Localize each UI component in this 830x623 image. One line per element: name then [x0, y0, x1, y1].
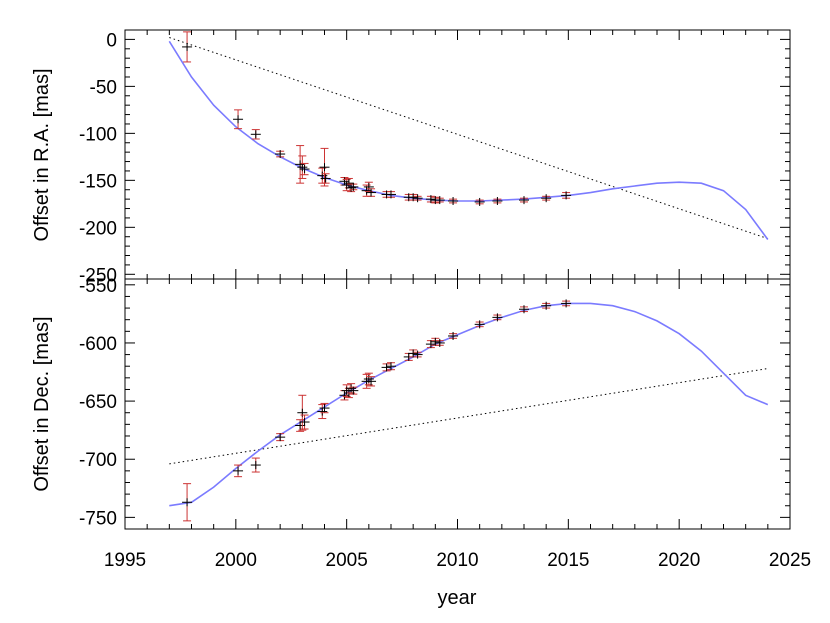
ra-y-tick-label: -100 — [79, 124, 117, 145]
dec-y-tick-label: -650 — [79, 392, 117, 413]
dec-data-point — [182, 483, 193, 522]
x-tick-label: 2020 — [658, 550, 700, 571]
dec-model-curve — [169, 302, 769, 507]
ra-data-point — [434, 196, 445, 205]
dec-data-point — [448, 331, 459, 340]
dec-data-point — [319, 402, 330, 414]
dec-panel-frame — [124, 278, 791, 530]
ra-y-tick-label: 0 — [106, 30, 117, 51]
ra-data-point — [363, 181, 374, 193]
ra-data-point — [519, 196, 529, 205]
dec-y-tick-label: -750 — [79, 508, 117, 529]
dec-data-points — [182, 299, 572, 522]
dec-data-point — [275, 433, 286, 442]
dec-data-point — [408, 349, 419, 358]
ra-y-tick-label: -150 — [79, 171, 117, 192]
dec-data-point — [297, 394, 308, 431]
ra-data-point — [348, 182, 359, 191]
dec-data-point — [386, 362, 396, 371]
ra-data-points — [182, 31, 572, 206]
ra-data-point — [541, 194, 552, 203]
ra-data-point — [275, 150, 286, 159]
ra-data-point — [233, 109, 244, 130]
dec-data-point — [233, 464, 244, 478]
ra-data-point — [320, 173, 331, 184]
ra-data-point — [448, 197, 459, 206]
ra-data-point — [561, 191, 572, 200]
ra-data-point — [250, 129, 261, 140]
ra-data-point — [182, 31, 193, 63]
x-tick-label: 1995 — [104, 550, 146, 571]
dec-data-point — [381, 363, 392, 372]
ra-data-point — [366, 188, 377, 197]
dec-data-point — [412, 350, 423, 359]
dec-data-point — [434, 338, 445, 347]
ra-data-point — [412, 194, 423, 203]
ra-model-curve — [168, 40, 769, 240]
dec-data-point — [561, 299, 572, 308]
dec-axis-ticks: -550 -600 -650 -700 -750 1995 2000 2005 2010 2015… — [79, 276, 811, 571]
ra-data-point — [425, 195, 436, 204]
ra-data-point — [474, 197, 485, 206]
ra-y-tick-label: -200 — [79, 218, 117, 239]
x-tick-label: 2015 — [547, 550, 589, 571]
dec-linear-trend — [169, 368, 768, 465]
x-tick-label: 2025 — [769, 550, 811, 571]
ra-data-point — [386, 190, 396, 199]
x-axis-label: year — [438, 587, 477, 609]
dec-y-axis-label: Offset in Dec. [mas] — [31, 316, 53, 491]
x-tick-label: 2000 — [215, 550, 257, 571]
ra-data-point — [492, 197, 503, 206]
dec-data-point — [366, 376, 377, 387]
ra-model-line — [168, 40, 769, 240]
ra-axis-ticks: 0 -50 -100 -150 -200 -250 — [79, 29, 791, 286]
dec-data-point — [348, 386, 359, 395]
ra-data-point — [319, 147, 330, 187]
dec-offset-panel: -550 -600 -650 -700 -750 1995 2000 2005 2010 2015… — [31, 276, 811, 609]
dec-data-point — [492, 313, 503, 322]
x-tick-label: 2005 — [326, 550, 368, 571]
dec-data-point — [299, 414, 310, 430]
dec-y-tick-label: -550 — [79, 276, 117, 297]
dec-data-point — [317, 404, 328, 420]
dec-data-point — [519, 305, 529, 314]
ra-linear-trend — [169, 37, 768, 240]
ra-data-point — [299, 162, 310, 176]
dec-data-point — [295, 419, 306, 432]
dec-y-tick-label: -600 — [79, 334, 117, 355]
ra-y-tick-label: -250 — [79, 265, 117, 286]
ra-panel-frame — [124, 29, 791, 280]
ra-y-tick-label: -50 — [90, 77, 117, 98]
ra-linear-trend-line — [169, 37, 768, 240]
ra-data-point — [295, 145, 306, 184]
dec-data-point — [541, 301, 552, 310]
dec-model-line — [169, 302, 769, 507]
ra-y-axis-label: Offset in R.A. [mas] — [31, 68, 53, 241]
dec-linear-trend-line — [169, 368, 768, 465]
x-tick-label: 2010 — [436, 550, 478, 571]
dec-y-tick-label: -700 — [79, 450, 117, 471]
dec-data-point — [250, 457, 261, 473]
ra-offset-panel: 0 -50 -100 -150 -200 -250 Offset in R.A. [mas… — [31, 29, 791, 286]
dec-data-point — [474, 320, 485, 329]
